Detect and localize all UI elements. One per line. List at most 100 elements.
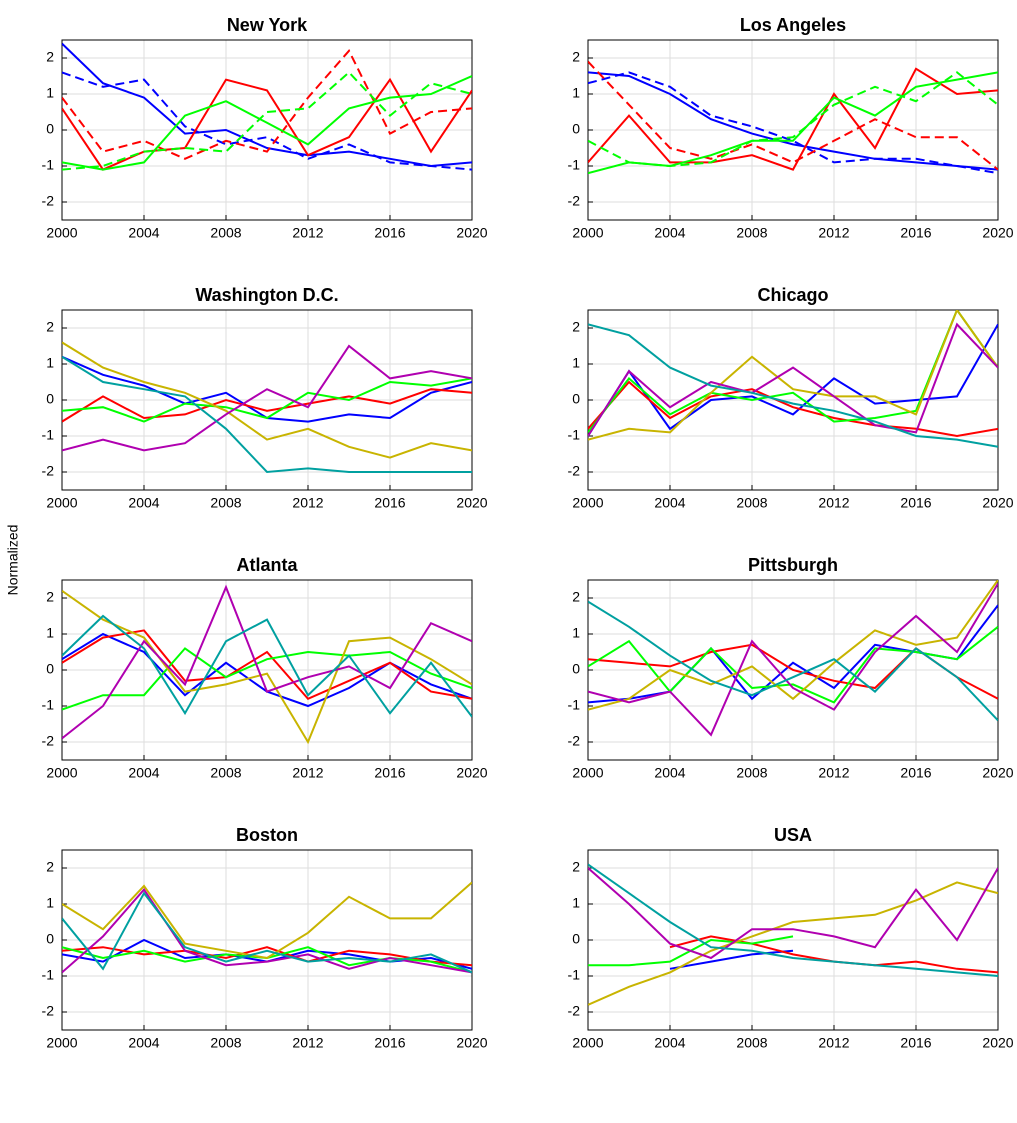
- x-tick-label: 2016: [374, 495, 405, 511]
- y-tick-label: 1: [46, 895, 54, 911]
- x-tick-label: 2020: [456, 765, 487, 781]
- chart-title: Washington D.C.: [195, 285, 338, 305]
- x-tick-label: 2000: [572, 1035, 603, 1051]
- x-tick-label: 2004: [128, 765, 159, 781]
- x-tick-label: 2008: [736, 765, 767, 781]
- data-line: [62, 616, 472, 717]
- x-tick-label: 2000: [572, 495, 603, 511]
- data-line: [62, 80, 472, 170]
- x-tick-label: 2012: [292, 225, 323, 241]
- x-tick-label: 2020: [982, 225, 1013, 241]
- x-tick-label: 2016: [900, 765, 931, 781]
- x-tick-label: 2000: [572, 765, 603, 781]
- y-tick-label: -2: [568, 463, 581, 479]
- x-tick-label: 2008: [736, 495, 767, 511]
- data-line: [588, 864, 998, 976]
- x-tick-label: 2008: [210, 225, 241, 241]
- x-tick-label: 2020: [982, 1035, 1013, 1051]
- chart-title: Pittsburgh: [748, 555, 838, 575]
- y-tick-label: 0: [46, 121, 54, 137]
- y-tick-label: 0: [572, 931, 580, 947]
- y-tick-label: 0: [46, 931, 54, 947]
- chart-title: Los Angeles: [740, 15, 846, 35]
- y-tick-label: 1: [572, 355, 580, 371]
- y-tick-label: 1: [572, 625, 580, 641]
- y-tick-label: -2: [568, 733, 581, 749]
- y-tick-label: -1: [568, 157, 581, 173]
- y-tick-label: -1: [568, 427, 581, 443]
- x-tick-label: 2020: [456, 495, 487, 511]
- y-tick-label: 0: [46, 661, 54, 677]
- x-tick-label: 2020: [982, 495, 1013, 511]
- x-tick-label: 2000: [572, 225, 603, 241]
- x-tick-label: 2004: [654, 225, 685, 241]
- y-tick-label: -1: [568, 697, 581, 713]
- y-tick-label: 0: [46, 391, 54, 407]
- x-tick-label: 2016: [900, 1035, 931, 1051]
- data-line: [62, 72, 472, 169]
- x-tick-label: 2012: [818, 495, 849, 511]
- x-tick-label: 2016: [374, 765, 405, 781]
- data-line: [588, 645, 998, 699]
- x-tick-label: 2016: [900, 225, 931, 241]
- data-line: [670, 951, 793, 969]
- y-tick-label: 1: [572, 85, 580, 101]
- x-tick-label: 2016: [374, 1035, 405, 1051]
- y-tick-label: 0: [572, 391, 580, 407]
- y-tick-label: 0: [572, 661, 580, 677]
- y-tick-label: 2: [46, 859, 54, 875]
- data-line: [588, 324, 998, 446]
- y-tick-label: -1: [42, 697, 55, 713]
- x-tick-label: 2012: [818, 765, 849, 781]
- x-tick-label: 2004: [128, 225, 159, 241]
- x-tick-label: 2000: [46, 495, 77, 511]
- x-tick-label: 2016: [900, 495, 931, 511]
- y-tick-label: -1: [42, 427, 55, 443]
- y-tick-label: -2: [42, 193, 55, 209]
- data-line: [588, 868, 998, 958]
- data-line: [588, 882, 998, 1004]
- y-tick-label: -1: [42, 967, 55, 983]
- x-tick-label: 2000: [46, 1035, 77, 1051]
- data-line: [588, 580, 998, 710]
- x-tick-label: 2020: [456, 1035, 487, 1051]
- x-tick-label: 2008: [736, 225, 767, 241]
- y-tick-label: -2: [568, 1003, 581, 1019]
- x-tick-label: 2008: [210, 1035, 241, 1051]
- y-tick-label: 1: [46, 355, 54, 371]
- y-tick-label: -2: [42, 733, 55, 749]
- y-axis-label: Normalized: [5, 525, 21, 596]
- x-tick-label: 2020: [456, 225, 487, 241]
- y-tick-label: 0: [572, 121, 580, 137]
- y-tick-label: -1: [568, 967, 581, 983]
- data-line: [62, 346, 472, 450]
- x-tick-label: 2012: [818, 1035, 849, 1051]
- data-line: [588, 324, 998, 436]
- y-tick-label: 1: [46, 85, 54, 101]
- data-line: [62, 648, 472, 709]
- chart-title: Chicago: [757, 285, 828, 305]
- x-tick-label: 2012: [292, 495, 323, 511]
- data-line: [62, 591, 472, 742]
- x-tick-label: 2012: [292, 765, 323, 781]
- y-tick-label: 1: [46, 625, 54, 641]
- y-tick-label: 2: [46, 589, 54, 605]
- x-tick-label: 2012: [292, 1035, 323, 1051]
- y-tick-label: -2: [42, 463, 55, 479]
- x-tick-label: 2008: [210, 495, 241, 511]
- x-tick-label: 2004: [654, 495, 685, 511]
- chart-title: Atlanta: [236, 555, 298, 575]
- x-tick-label: 2000: [46, 225, 77, 241]
- x-tick-label: 2004: [128, 1035, 159, 1051]
- y-tick-label: 2: [572, 589, 580, 605]
- x-tick-label: 2000: [46, 765, 77, 781]
- x-tick-label: 2020: [982, 765, 1013, 781]
- x-tick-label: 2004: [654, 765, 685, 781]
- x-tick-label: 2012: [818, 225, 849, 241]
- x-tick-label: 2004: [128, 495, 159, 511]
- data-line: [62, 51, 472, 159]
- data-line: [588, 72, 998, 166]
- figure: Normalized New York-2-101220002004200820…: [0, 0, 1017, 1118]
- y-tick-label: -2: [42, 1003, 55, 1019]
- x-tick-label: 2008: [210, 765, 241, 781]
